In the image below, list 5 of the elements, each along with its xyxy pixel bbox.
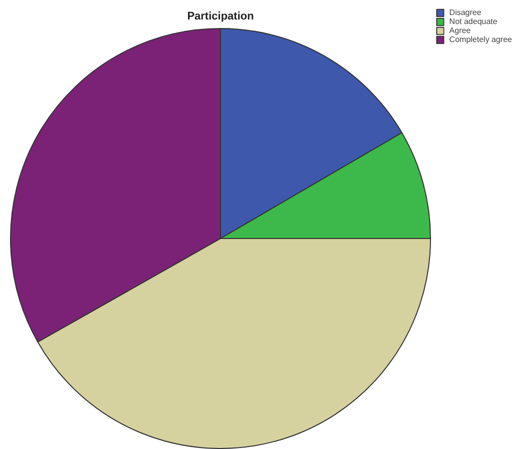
legend-label: Not adequate [449, 17, 498, 26]
legend-label: Agree [449, 26, 471, 35]
legend-label: Completely agree [449, 35, 512, 44]
chart-title: Participation [187, 10, 254, 22]
legend-label: Disagree [449, 8, 482, 17]
